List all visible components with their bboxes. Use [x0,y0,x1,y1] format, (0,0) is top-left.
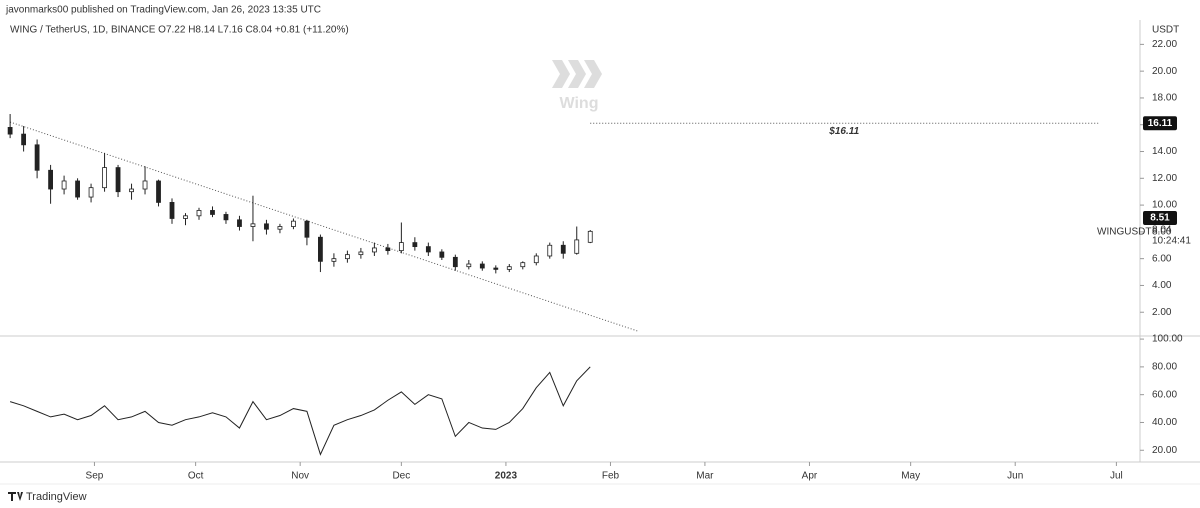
candle-body [102,167,107,189]
footer-brand: TradingView [26,491,87,503]
candle-body [574,239,580,254]
candle-body [479,263,485,269]
candle-body [398,242,404,252]
candle-body [358,251,364,256]
candle-body [264,223,269,230]
candle-body [7,127,13,135]
candle-body [560,244,566,254]
x-tick-label: Apr [802,471,818,482]
rsi-line [9,366,591,456]
candle-body [183,215,188,219]
candle-body [318,236,323,262]
level-badge-text: 16.11 [1148,118,1173,129]
watermark-text: Wing [560,95,599,112]
candle-body [344,254,350,260]
x-tick-label: Sep [86,471,104,482]
x-tick-label: May [901,471,920,482]
candle-body [277,226,283,230]
chart-legend: WING / TetherUS, 1D, BINANCE O7.22 H8.14… [10,25,349,36]
candle-body [371,247,377,253]
candle-body [115,167,121,193]
y-tick-label: 20.00 [1152,445,1177,456]
candle-body [156,180,161,203]
y-tick-label: 14.00 [1152,146,1177,157]
candle-body [48,169,53,190]
y-tick-label: 2.00 [1152,307,1172,318]
x-tick-label: 2023 [495,471,518,482]
y-tick-label: 18.00 [1152,93,1177,104]
footer-logo [8,492,23,501]
trendline [9,121,638,332]
candle-body [142,180,148,190]
level-label: $16.11 [828,126,859,137]
price-badge [1143,211,1177,225]
candle-body [452,256,458,268]
y-tick-label: 12.00 [1152,173,1177,184]
y-tick-label: 100.00 [1152,334,1183,345]
candle-body [493,267,499,270]
candle-body [21,133,27,146]
y-tick-label: 20.00 [1152,66,1177,77]
candle-body [291,220,296,227]
candle-body [237,219,242,227]
x-tick-label: Feb [602,471,620,482]
candle-body [169,202,175,219]
candle-body [129,188,134,193]
y-tick-label: 8.00 [1152,227,1172,238]
watermark-logo [568,60,586,88]
last-price: 8.04 [1152,225,1172,236]
level-badge [1143,116,1177,131]
y-tick-label: 10.00 [1152,200,1177,211]
candle-body [210,210,215,215]
symbol-label: WINGUSDT [1097,227,1151,238]
candle-body [547,244,553,257]
candle-body [466,263,472,268]
candle-body [385,247,391,252]
candle-body [587,230,593,243]
candle-body [196,210,202,217]
x-tick-label: Jun [1007,471,1023,482]
candle-body [520,262,526,268]
y-tick-label: 80.00 [1152,362,1177,373]
x-tick-label: Nov [291,471,309,482]
candle-body [304,220,310,238]
candle-body [88,187,94,198]
candle-body [75,180,80,198]
candle-body [533,255,539,264]
x-tick-label: Oct [188,471,204,482]
watermark [552,60,602,88]
price-badge-text: 8.51 [1150,213,1170,224]
countdown: 10:24:41 [1152,236,1191,247]
candle-body [250,223,256,227]
candle-body [506,266,512,270]
candle-body [439,251,445,258]
watermark-logo [552,60,570,88]
y-tick-label: 40.00 [1152,417,1177,428]
candle-body [425,246,431,253]
x-tick-label: Jul [1110,471,1123,482]
x-tick-label: Mar [696,471,714,482]
candle-body [61,180,67,190]
candle-body [223,214,229,221]
candle-body [331,258,337,262]
candle-body [34,144,40,171]
y-tick-label: 60.00 [1152,389,1177,400]
candle-body [412,242,418,248]
y-tick-label: 4.00 [1152,280,1172,291]
x-tick-label: Dec [392,471,410,482]
y-tick-label: 6.00 [1152,253,1172,264]
watermark-logo [584,60,602,88]
publisher: javonmarks00 published on TradingView.co… [5,5,321,16]
y-tick-label: 22.00 [1152,39,1177,50]
axis-unit: USDT [1152,25,1179,36]
